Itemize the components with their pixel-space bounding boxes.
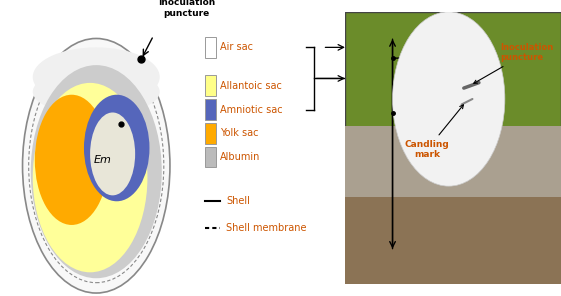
Text: Shell: Shell — [226, 196, 250, 206]
Text: Shell membrane: Shell membrane — [226, 223, 306, 233]
Bar — [205, 75, 215, 96]
Bar — [205, 99, 215, 120]
Ellipse shape — [31, 65, 162, 278]
Text: Candling
mark: Candling mark — [404, 105, 463, 159]
Ellipse shape — [33, 83, 148, 272]
Bar — [345, 170, 561, 284]
Ellipse shape — [84, 95, 149, 201]
Text: Yolk sac: Yolk sac — [220, 128, 259, 138]
Ellipse shape — [22, 38, 170, 293]
Text: Albumin: Albumin — [220, 152, 260, 162]
Text: Inoculation
puncture: Inoculation puncture — [474, 43, 554, 83]
Bar — [205, 123, 215, 144]
Text: Amniotic sac: Amniotic sac — [220, 104, 283, 115]
Text: Inoculation
puncture: Inoculation puncture — [158, 0, 215, 18]
Text: Allantoic sac: Allantoic sac — [220, 81, 282, 91]
Bar — [205, 147, 215, 167]
Ellipse shape — [33, 47, 160, 107]
Bar — [345, 126, 561, 197]
Ellipse shape — [393, 12, 505, 186]
Ellipse shape — [33, 68, 160, 115]
Text: Air sac: Air sac — [220, 42, 253, 52]
Ellipse shape — [90, 112, 135, 195]
Text: Em: Em — [94, 155, 111, 165]
Ellipse shape — [35, 95, 108, 225]
Bar — [205, 37, 215, 58]
